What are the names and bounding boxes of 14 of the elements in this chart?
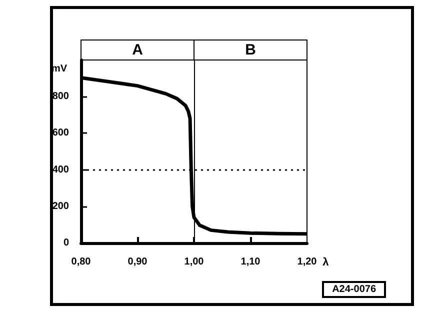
text: A24-0076 — [322, 281, 386, 298]
x-tick-label: 1,10 — [240, 256, 261, 268]
x-tick-label: 1,20 — [297, 256, 318, 268]
x-axis-title: λ — [322, 256, 329, 268]
text: B — [245, 42, 256, 58]
y-tick-label: 800 — [52, 91, 70, 102]
y-tick-label: 600 — [52, 128, 70, 139]
x-tick-label: 0,80 — [71, 256, 92, 268]
x-tick-label: 0,90 — [128, 256, 148, 268]
y-tick-label: 200 — [52, 200, 70, 212]
text: A — [132, 42, 144, 58]
y-tick-label: 400 — [52, 164, 70, 176]
y-tick-label: 0 — [63, 238, 70, 248]
x-tick-label: 1,00 — [184, 256, 204, 268]
